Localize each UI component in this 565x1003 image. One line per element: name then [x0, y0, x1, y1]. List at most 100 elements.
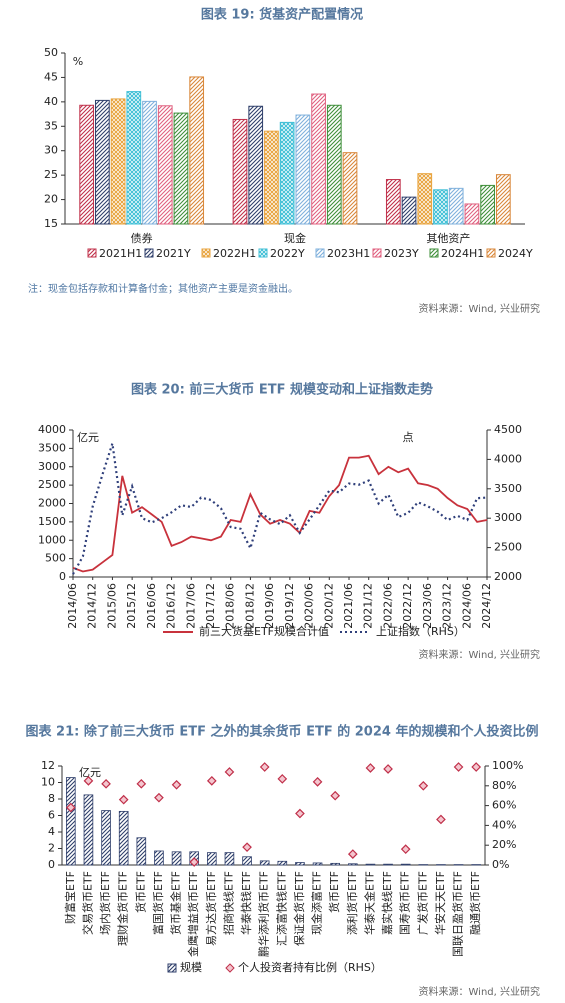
diamond-marker [312, 776, 323, 787]
x-tick-label: 2017/06 [184, 583, 197, 629]
bar [189, 76, 205, 225]
y-tick-label: 8 [48, 792, 55, 805]
y-tick-label: 2000 [38, 497, 66, 510]
x-tick-label: 2019/06 [263, 583, 276, 629]
y-tick-label: 2500 [38, 478, 66, 491]
chart-title: 图表 20: 前三大货币 ETF 规模变动和上证指数走势 [131, 382, 433, 398]
legend-label: 2022H1 [213, 247, 256, 260]
legend-swatch [144, 248, 154, 258]
diamond-marker [471, 762, 482, 772]
legend-swatch [315, 248, 325, 258]
x-tick-label: 2023/12 [441, 583, 454, 629]
x-tick-label: 理财金货币ETF [116, 871, 130, 946]
y-tick-label: 4000 [38, 423, 66, 436]
line-series [72, 443, 488, 575]
x-tick-label: 2017/12 [204, 583, 217, 629]
chart-title: 图表 21: 除了前三大货币 ETF 之外的其余货币 ETF 的 2024 年的… [26, 724, 539, 740]
x-tick-label: 2019/12 [283, 583, 296, 629]
diamond-marker [154, 792, 164, 803]
legend-label: 个人投资者持有比例（RHS） [238, 960, 382, 974]
x-tick-label: 2016/06 [145, 583, 158, 629]
y2-tick-label: 3500 [494, 482, 522, 495]
x-tick-label: 易方达货币ETF [204, 871, 218, 946]
x-tick-label: 2016/12 [165, 583, 178, 629]
x-tick-label: 添利货币ETF [345, 871, 359, 935]
legend-label: 2024Y [498, 247, 533, 260]
bar [330, 862, 340, 866]
y-tick-label: 0 [59, 570, 66, 583]
bar [348, 863, 358, 866]
bar [142, 100, 157, 225]
x-tick-label: 2018/06 [224, 583, 237, 629]
note: 注：现金包括存款和计算备付金；其他资产主要是资金融出。 [28, 282, 298, 295]
legend-label: 2022Y [270, 247, 305, 260]
bar [66, 777, 76, 866]
x-tick-label: 嘉实快线ETF [380, 871, 394, 935]
bar [480, 184, 495, 225]
y2-tick-label: 80% [492, 779, 516, 792]
bar [312, 862, 323, 866]
legend-label: 前三大货基ETF规模合计值 [199, 624, 329, 638]
bar [277, 860, 288, 866]
chart-title: 图表 19: 货基资产配置情况 [201, 7, 363, 23]
bar [259, 860, 270, 866]
unit-label: 亿元 [77, 431, 99, 444]
bar [173, 112, 189, 225]
x-tick-label: 货币ETF [327, 871, 341, 913]
legend-swatch [201, 248, 211, 258]
x-tick-label: 2015/12 [125, 583, 138, 629]
bar [264, 130, 279, 225]
bar [118, 810, 129, 866]
x-tick-label: 货币ETF [133, 871, 147, 913]
y2-tick-label: 20% [492, 838, 516, 851]
x-tick-label: 2018/12 [243, 583, 256, 629]
x-tick-label: 国联日盈货币ETF [451, 871, 465, 957]
y-tick-label: 35 [44, 119, 58, 132]
legend-swatch [87, 248, 97, 258]
y2-tick-label: 2000 [494, 570, 522, 583]
x-tick-label: 财富宝ETF [63, 871, 77, 924]
diamond-marker [136, 778, 147, 789]
x-tick-label: 2014/06 [66, 583, 79, 629]
diamond-marker [330, 790, 341, 801]
x-tick-label: 2024/06 [460, 583, 473, 629]
y-tick-label: 4 [48, 825, 55, 838]
unit-label: % [73, 55, 83, 68]
bar [495, 174, 511, 225]
x-tick-label: 华泰天金ETF [362, 871, 376, 935]
diamond-marker [453, 762, 464, 772]
x-tick-label: 2022/12 [401, 583, 414, 629]
bar [171, 851, 182, 866]
y-tick-label: 3500 [38, 441, 66, 454]
y2-tick-label: 2500 [494, 541, 522, 554]
x-tick-label: 鹏华添利货币ETF [257, 871, 271, 957]
bar [248, 105, 264, 225]
x-tick-label: 华安天天ETF [433, 871, 447, 935]
x-tick-label: 汇添富快钱ETF [274, 871, 288, 946]
bar [295, 114, 311, 225]
diamond-marker [242, 842, 252, 853]
bar [385, 179, 401, 225]
bar [365, 863, 376, 866]
y-tick-label: 40 [44, 95, 58, 108]
legend-swatch [372, 248, 382, 258]
y2-tick-label: 3000 [494, 511, 522, 524]
legend-label: 2021H1 [99, 247, 142, 260]
diamond-marker [295, 808, 305, 819]
diamond-marker [189, 857, 200, 867]
x-tick-label: 货币基金ETF [169, 871, 183, 935]
bar [224, 852, 235, 866]
y2-tick-label: 60% [492, 799, 516, 812]
diamond-marker [171, 779, 182, 790]
y2-tick-label: 4500 [494, 423, 522, 436]
bar [279, 121, 295, 225]
y-tick-label: 2 [48, 842, 55, 855]
x-tick-label: 富国货币ETF [151, 871, 165, 935]
x-tick-label: 现金 [284, 231, 306, 245]
x-tick-label: 国寿货币ETF [398, 871, 412, 935]
x-tick-label: 交易货币ETF [80, 871, 94, 935]
unit-label: 点 [403, 431, 414, 444]
legend-swatch [486, 248, 496, 258]
y-tick-label: 20 [44, 193, 58, 206]
bar [433, 189, 448, 225]
